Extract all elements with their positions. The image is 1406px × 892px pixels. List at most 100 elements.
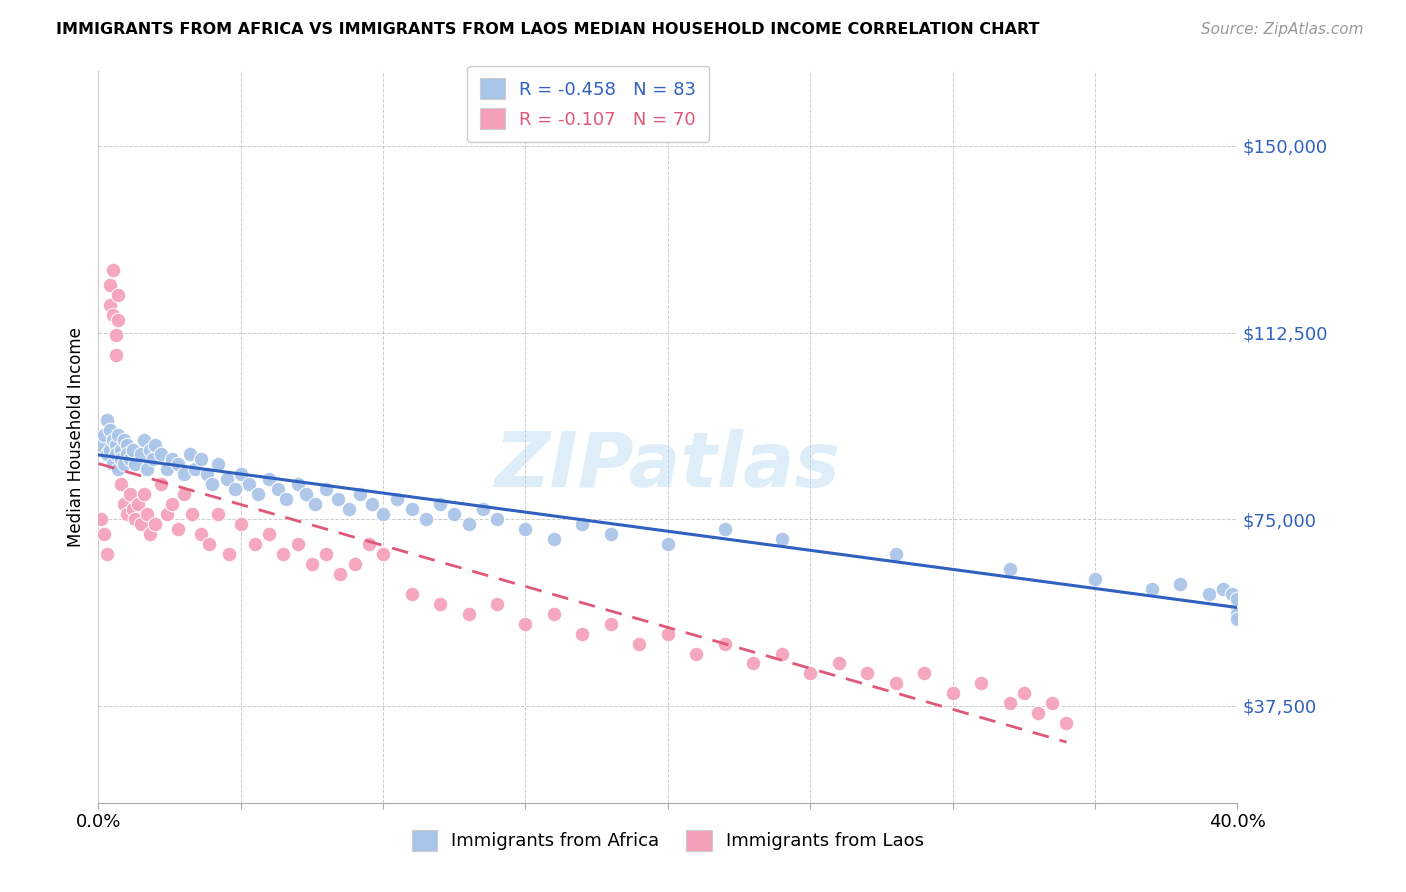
Point [486,512,509,526]
Point [104,448,127,462]
Point [198,537,221,551]
Point [98,442,121,457]
Point [207,507,229,521]
Point [162,452,184,467]
Point [115,448,138,462]
Point [98,278,121,293]
Point [112,497,135,511]
Point [173,487,195,501]
Point [101,433,124,447]
Point [259,527,281,541]
Point [190,452,212,467]
Point [287,537,309,551]
Point [145,437,167,451]
Point [685,647,707,661]
Point [121,502,143,516]
Point [150,477,173,491]
Point [259,472,281,486]
Point [93,427,115,442]
Point [138,527,160,541]
Point [238,477,260,491]
Point [246,487,269,501]
Point [135,507,157,521]
Point [112,458,135,472]
Point [714,522,737,536]
Point [215,472,238,486]
Point [156,507,179,521]
Point [1226,591,1249,606]
Point [90,512,112,526]
Point [1056,716,1078,731]
Point [329,566,352,581]
Point [373,507,395,521]
Point [96,412,118,426]
Point [118,452,141,467]
Point [571,626,593,640]
Point [124,512,146,526]
Legend: Immigrants from Africa, Immigrants from Laos: Immigrants from Africa, Immigrants from … [402,821,934,860]
Point [770,647,793,661]
Point [1226,607,1249,621]
Point [457,607,479,621]
Point [104,348,127,362]
Point [129,517,152,532]
Point [401,587,423,601]
Point [132,487,155,501]
Point [657,537,679,551]
Point [115,507,138,521]
Point [207,458,229,472]
Point [742,657,765,671]
Point [224,483,246,497]
Point [243,537,266,551]
Point [121,442,143,457]
Point [132,433,155,447]
Point [304,497,326,511]
Point [110,442,132,457]
Point [101,263,124,277]
Point [104,437,127,451]
Point [1226,601,1249,615]
Point [107,288,129,302]
Point [1226,597,1249,611]
Point [98,298,121,312]
Point [141,452,163,467]
Point [138,442,160,457]
Point [799,666,821,681]
Point [127,497,149,511]
Point [998,696,1021,710]
Point [884,547,907,561]
Point [145,517,167,532]
Point [429,497,451,511]
Point [229,517,252,532]
Point [98,423,121,437]
Point [218,547,240,561]
Point [107,313,129,327]
Point [912,666,935,681]
Point [167,458,190,472]
Point [998,562,1021,576]
Point [107,427,129,442]
Point [101,308,124,322]
Point [543,607,565,621]
Point [287,477,309,491]
Text: ZIPatlas: ZIPatlas [495,429,841,503]
Point [1084,572,1107,586]
Point [343,557,366,571]
Point [150,448,173,462]
Point [96,448,118,462]
Point [970,676,993,690]
Point [357,537,380,551]
Point [657,626,679,640]
Point [104,328,127,343]
Point [118,487,141,501]
Point [515,522,537,536]
Point [181,507,204,521]
Point [770,532,793,546]
Point [1226,612,1249,626]
Point [443,507,465,521]
Point [471,502,494,516]
Point [387,492,409,507]
Point [326,492,349,507]
Point [201,477,224,491]
Point [273,547,295,561]
